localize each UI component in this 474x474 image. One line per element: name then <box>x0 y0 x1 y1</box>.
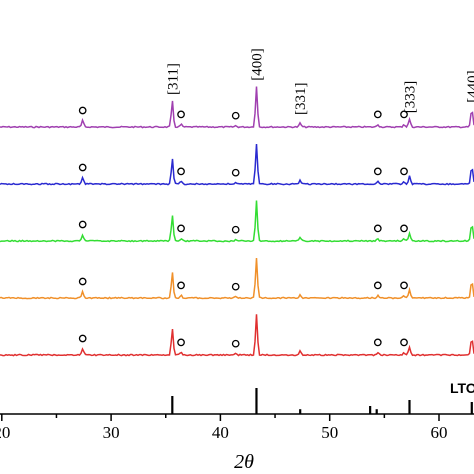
reference-label: LTO <box>450 380 474 396</box>
series-line-1 <box>0 86 474 129</box>
impurity-marker-3-1 <box>78 220 87 229</box>
x-axis-title: 2θ <box>234 451 254 473</box>
impurity-marker-4-1 <box>78 277 87 286</box>
x-tick-label-2: 30 <box>103 423 120 442</box>
peak-label-5: [440] <box>465 70 474 103</box>
impurity-marker-5-5 <box>400 338 408 347</box>
series-line-3 <box>0 200 474 243</box>
peak-label-3: [331] <box>293 83 309 116</box>
impurity-marker-2-4 <box>373 167 382 176</box>
impurity-marker-5-2 <box>177 338 185 347</box>
impurity-marker-2-3 <box>231 168 240 177</box>
impurity-marker-3-3 <box>231 225 240 234</box>
impurity-marker-2-1 <box>78 163 87 172</box>
series-line-5 <box>0 314 474 357</box>
impurity-marker-1-4 <box>373 110 382 119</box>
peak-label-4: [333] <box>402 81 418 114</box>
impurity-marker-4-5 <box>400 281 408 290</box>
impurity-marker-4-2 <box>177 281 185 290</box>
peak-label-layer: [311][400][331][333][440][530][533][622] <box>165 48 474 115</box>
reference-pattern <box>171 388 473 414</box>
series-line-4 <box>0 257 474 300</box>
x-axis-ticks: 203040506070 <box>0 414 448 442</box>
impurity-marker-2-2 <box>177 167 185 176</box>
impurity-marker-2-5 <box>400 167 408 176</box>
peak-label-2: [400] <box>249 48 265 81</box>
x-tick-label-3: 40 <box>212 423 229 442</box>
impurity-marker-1-5 <box>400 110 408 119</box>
x-tick-label-4: 50 <box>321 423 338 442</box>
impurity-marker-1-1 <box>78 106 87 115</box>
impurity-marker-3-5 <box>400 224 408 233</box>
series-layer <box>0 86 474 357</box>
impurity-marker-1-2 <box>177 110 185 119</box>
impurity-marker-3-2 <box>177 224 185 233</box>
impurity-marker-5-1 <box>78 334 87 343</box>
impurity-marker-4-3 <box>231 282 240 291</box>
series-line-2 <box>0 144 474 186</box>
impurity-marker-5-3 <box>231 339 240 348</box>
x-tick-label-1: 20 <box>0 423 10 442</box>
impurity-marker-4-4 <box>373 281 382 290</box>
impurity-marker-1-3 <box>231 111 240 120</box>
peak-label-1: [311] <box>165 63 181 95</box>
impurity-marker-3-4 <box>373 224 382 233</box>
impurity-marker-5-4 <box>373 338 382 347</box>
x-tick-label-5: 60 <box>431 423 448 442</box>
